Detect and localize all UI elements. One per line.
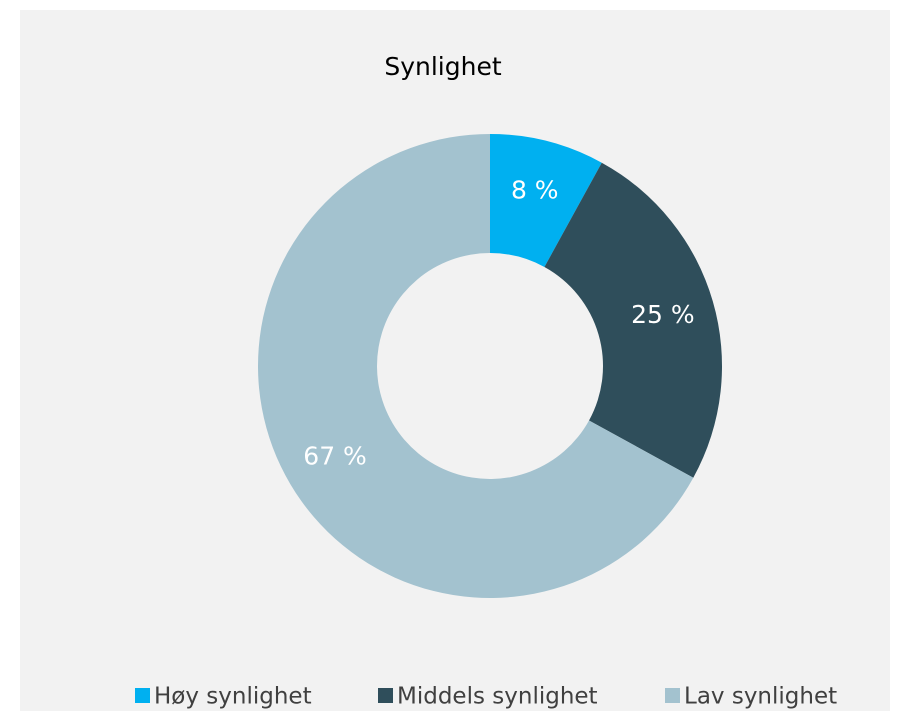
data-label: 25 %	[631, 300, 695, 329]
donut-segment	[544, 162, 722, 478]
donut-segment	[258, 134, 694, 599]
legend-swatch	[135, 688, 150, 703]
chart-panel	[20, 10, 890, 711]
legend-label: Lav synlighet	[684, 684, 837, 710]
chart-title: Synlighet	[384, 52, 501, 81]
legend-swatch	[378, 688, 393, 703]
data-label: 67 %	[303, 442, 367, 471]
legend-label: Høy synlighet	[154, 684, 312, 710]
legend-swatch	[665, 688, 680, 703]
donut-segment	[490, 134, 602, 267]
legend-label: Middels synlighet	[397, 684, 598, 710]
data-label: 8 %	[511, 176, 559, 205]
